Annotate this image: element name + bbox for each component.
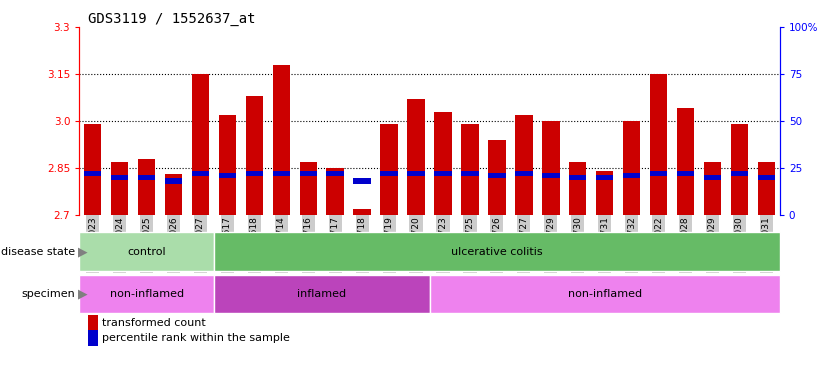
Bar xyxy=(542,173,560,178)
Bar xyxy=(165,178,183,184)
Bar xyxy=(214,275,430,313)
Bar xyxy=(461,171,479,177)
Bar xyxy=(84,171,102,177)
Bar xyxy=(430,275,780,313)
Bar xyxy=(84,124,102,215)
Bar xyxy=(676,171,694,177)
Bar xyxy=(435,111,452,215)
Bar xyxy=(380,124,398,215)
Text: transformed count: transformed count xyxy=(102,318,205,328)
Bar xyxy=(515,171,533,177)
Bar xyxy=(488,173,505,178)
Bar xyxy=(704,162,721,215)
Bar xyxy=(214,232,780,271)
Bar xyxy=(354,209,371,215)
Bar xyxy=(273,65,290,215)
Bar xyxy=(138,159,155,215)
Bar xyxy=(676,108,694,215)
Bar xyxy=(515,115,533,215)
Bar xyxy=(623,121,641,215)
Text: ▶: ▶ xyxy=(78,245,88,258)
Bar xyxy=(111,162,128,215)
Bar xyxy=(704,175,721,180)
Text: inflamed: inflamed xyxy=(297,289,346,299)
Bar xyxy=(79,232,214,271)
Bar xyxy=(757,162,775,215)
Bar xyxy=(273,171,290,177)
Bar xyxy=(595,175,614,180)
Bar xyxy=(165,174,183,215)
Text: GDS3119 / 1552637_at: GDS3119 / 1552637_at xyxy=(88,12,255,25)
Bar xyxy=(407,171,425,177)
Bar xyxy=(569,175,586,180)
Bar xyxy=(595,171,614,215)
Bar xyxy=(380,171,398,177)
Bar xyxy=(650,171,667,177)
Bar xyxy=(138,175,155,180)
Bar xyxy=(354,178,371,184)
Bar xyxy=(407,99,425,215)
Bar xyxy=(245,96,264,215)
Bar xyxy=(299,162,317,215)
Bar xyxy=(731,124,748,215)
Text: control: control xyxy=(128,247,166,257)
Text: non-inflamed: non-inflamed xyxy=(109,289,183,299)
Bar xyxy=(326,168,344,215)
Bar xyxy=(757,175,775,180)
Text: ulcerative colitis: ulcerative colitis xyxy=(451,247,543,257)
Text: non-inflamed: non-inflamed xyxy=(568,289,641,299)
Bar xyxy=(623,173,641,178)
Bar xyxy=(326,171,344,177)
Bar xyxy=(192,171,209,177)
Bar xyxy=(488,140,505,215)
Bar xyxy=(435,171,452,177)
Bar xyxy=(111,175,128,180)
Text: specimen: specimen xyxy=(22,289,75,299)
Text: disease state: disease state xyxy=(1,247,75,257)
Bar xyxy=(299,171,317,177)
Bar xyxy=(245,171,264,177)
Bar xyxy=(79,275,214,313)
Bar xyxy=(461,124,479,215)
Text: percentile rank within the sample: percentile rank within the sample xyxy=(102,333,289,343)
Bar xyxy=(219,115,236,215)
Bar xyxy=(542,121,560,215)
Bar xyxy=(219,173,236,178)
Bar xyxy=(569,162,586,215)
Bar xyxy=(192,74,209,215)
Text: ▶: ▶ xyxy=(78,287,88,300)
Bar xyxy=(731,171,748,177)
Bar xyxy=(650,74,667,215)
